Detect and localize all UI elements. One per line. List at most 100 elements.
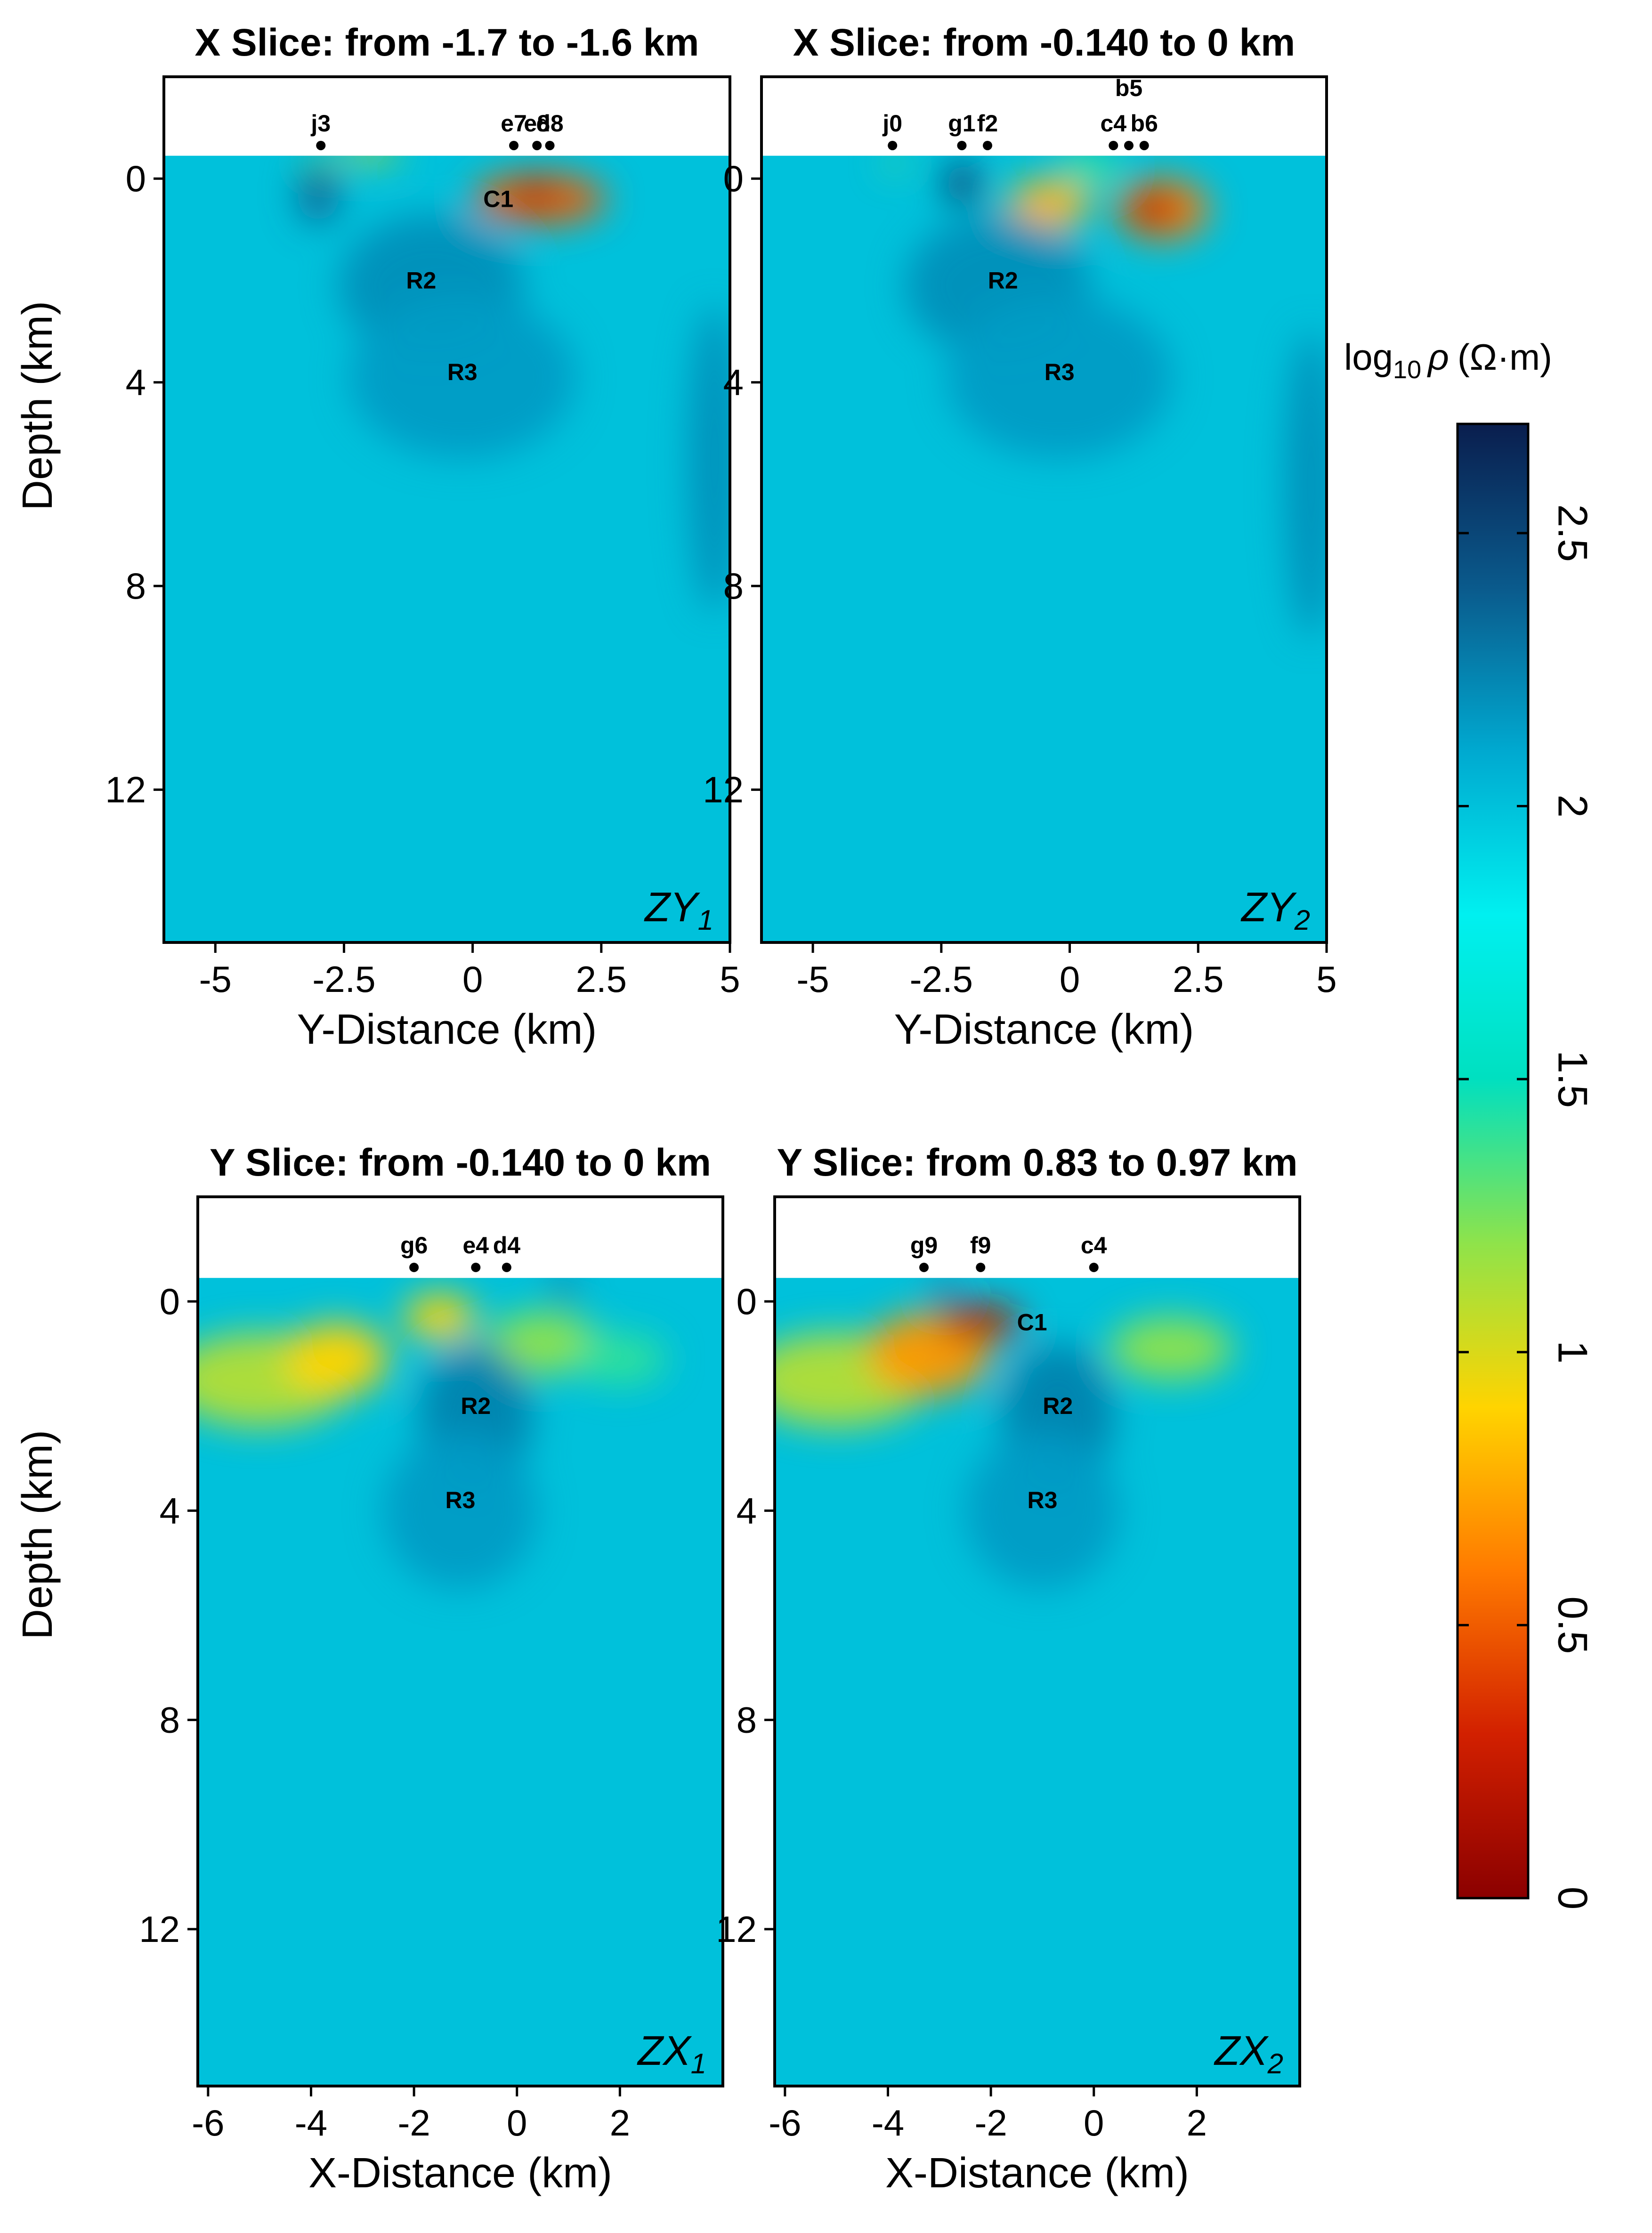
panel-label-subscript: 2 <box>1294 904 1310 936</box>
station-label: f9 <box>970 1232 991 1259</box>
colorbar: log10 ρ (Ω·m) 0 0.5 1 1.5 2 2.5 <box>1344 336 1596 1909</box>
x-tick-label: 2 <box>610 2102 630 2144</box>
y-tick-label: 12 <box>139 1908 180 1950</box>
colorbar-tick-label: 1 <box>1550 1340 1596 1364</box>
heatmap <box>744 1278 1300 2086</box>
anomaly-cell <box>285 1323 389 1396</box>
feature-label: R3 <box>447 359 478 385</box>
y-tick-label: 12 <box>105 769 146 811</box>
anomaly-cell <box>939 1304 1022 1341</box>
panel-label-main: ZX <box>637 2027 692 2074</box>
colorbar-tick-label: 0.5 <box>1550 1596 1596 1654</box>
station-label: g6 <box>400 1232 428 1259</box>
station-marker <box>316 141 325 150</box>
anomaly-cell <box>517 181 552 207</box>
station-marker <box>545 141 555 150</box>
station-marker <box>957 141 966 150</box>
heatmap <box>167 1278 723 2086</box>
x-tick-label: 0 <box>507 2102 527 2144</box>
feature-label: C1 <box>483 186 513 212</box>
x-tick-label: 5 <box>1316 958 1336 1000</box>
panel-title: X Slice: from -1.7 to -1.6 km <box>195 21 699 64</box>
panel-label-main: ZX <box>1214 2027 1269 2074</box>
panel-title: Y Slice: from 0.83 to 0.97 km <box>777 1141 1298 1184</box>
station-label: c4 <box>1081 1232 1107 1259</box>
station-label: d8 <box>536 110 563 137</box>
panel-label-subscript: 1 <box>698 904 713 936</box>
station-marker <box>502 1263 511 1272</box>
panel-label-subscript: 2 <box>1267 2048 1283 2079</box>
x-tick-label: -2.5 <box>312 958 375 1000</box>
anomaly-cell <box>404 1293 476 1340</box>
y-axis-label: Depth (km) <box>14 301 61 511</box>
y-tick-label: 8 <box>160 1699 180 1741</box>
x-axis-label: Y-Distance (km) <box>894 1006 1194 1053</box>
resistivity-figure: log10 ρ (Ω·m) 0 0.5 1 1.5 2 2.5 X Slice: from -… <box>0 0 1652 2233</box>
station-label: e7 <box>501 110 527 137</box>
feature-label: R2 <box>988 267 1018 293</box>
feature-label: R3 <box>1045 359 1075 385</box>
anomaly-cell <box>944 161 980 206</box>
x-tick-label: -6 <box>192 2102 224 2144</box>
station-label: j3 <box>310 110 331 137</box>
anomaly-cell <box>551 1278 576 1299</box>
x-tick-label: 5 <box>720 958 740 1000</box>
station-marker <box>983 141 992 150</box>
y-tick-label: 8 <box>723 565 744 607</box>
station-marker <box>471 1263 480 1272</box>
station-label: f2 <box>977 110 998 137</box>
x-tick-label: 0 <box>1084 2102 1104 2144</box>
x-tick-label: 2.5 <box>576 958 627 1000</box>
x-axis-label: X-Distance (km) <box>885 2150 1189 2197</box>
colorbar-title-symbol: ρ <box>1427 336 1449 378</box>
feature-label: R2 <box>461 1393 491 1419</box>
x-tick-label: 0 <box>1060 958 1080 1000</box>
heatmap <box>761 153 1337 942</box>
x-tick-label: -2.5 <box>910 958 973 1000</box>
x-axis-label: X-Distance (km) <box>308 2150 612 2197</box>
x-tick-label: 2.5 <box>1173 958 1223 1000</box>
x-tick-label: -5 <box>796 958 829 1000</box>
station-marker <box>1109 141 1118 150</box>
panel-zy2: X Slice: from -0.140 to 0 km 0 4 8 12 -5 -2.5 0… <box>703 21 1337 1053</box>
y-tick-label: 8 <box>737 1699 757 1741</box>
x-tick-label: -4 <box>295 2102 327 2144</box>
anomaly-cell <box>1129 191 1175 227</box>
x-tick-label: -2 <box>397 2102 430 2144</box>
y-tick-label: 0 <box>126 158 146 199</box>
station-label: b5 <box>1115 75 1142 101</box>
panel-label-main: ZY <box>644 884 700 930</box>
station-marker <box>976 1263 985 1272</box>
colorbar-tick-label: 1.5 <box>1550 1050 1596 1108</box>
y-tick-label: 0 <box>160 1281 180 1322</box>
station-marker <box>1140 141 1149 150</box>
feature-label: R2 <box>406 267 436 293</box>
panel-title: Y Slice: from -0.140 to 0 km <box>210 1141 711 1184</box>
y-tick-label: 4 <box>126 362 146 403</box>
colorbar-tick-label: 0 <box>1550 1887 1596 1910</box>
station-label: b6 <box>1131 110 1158 137</box>
y-tick-label: 0 <box>723 158 744 199</box>
anomaly-cell <box>1109 1317 1233 1380</box>
x-axis-label: Y-Distance (km) <box>297 1006 597 1053</box>
x-tick-label: -2 <box>974 2102 1007 2144</box>
x-tick-label: 0 <box>462 958 483 1000</box>
x-tick-label: -5 <box>199 958 232 1000</box>
station-marker <box>509 141 518 150</box>
station-label: c4 <box>1100 110 1126 137</box>
colorbar-title: log10 ρ (Ω·m) <box>1344 336 1552 384</box>
colorbar-gradient <box>1458 424 1528 1898</box>
anomaly-cell <box>339 146 401 161</box>
y-tick-label: 4 <box>723 362 744 403</box>
panel-label-subscript: 1 <box>691 2048 706 2079</box>
station-marker <box>919 1263 929 1272</box>
anomaly-cell <box>1286 332 1337 637</box>
feature-label: R2 <box>1043 1393 1073 1419</box>
heatmap <box>164 146 740 942</box>
panel-title: X Slice: from -0.140 to 0 km <box>793 21 1295 64</box>
station-label: g1 <box>948 110 975 137</box>
colorbar-tick-label: 2 <box>1550 795 1596 818</box>
station-label: g9 <box>910 1232 938 1259</box>
colorbar-title-subscript: 10 <box>1393 356 1421 384</box>
